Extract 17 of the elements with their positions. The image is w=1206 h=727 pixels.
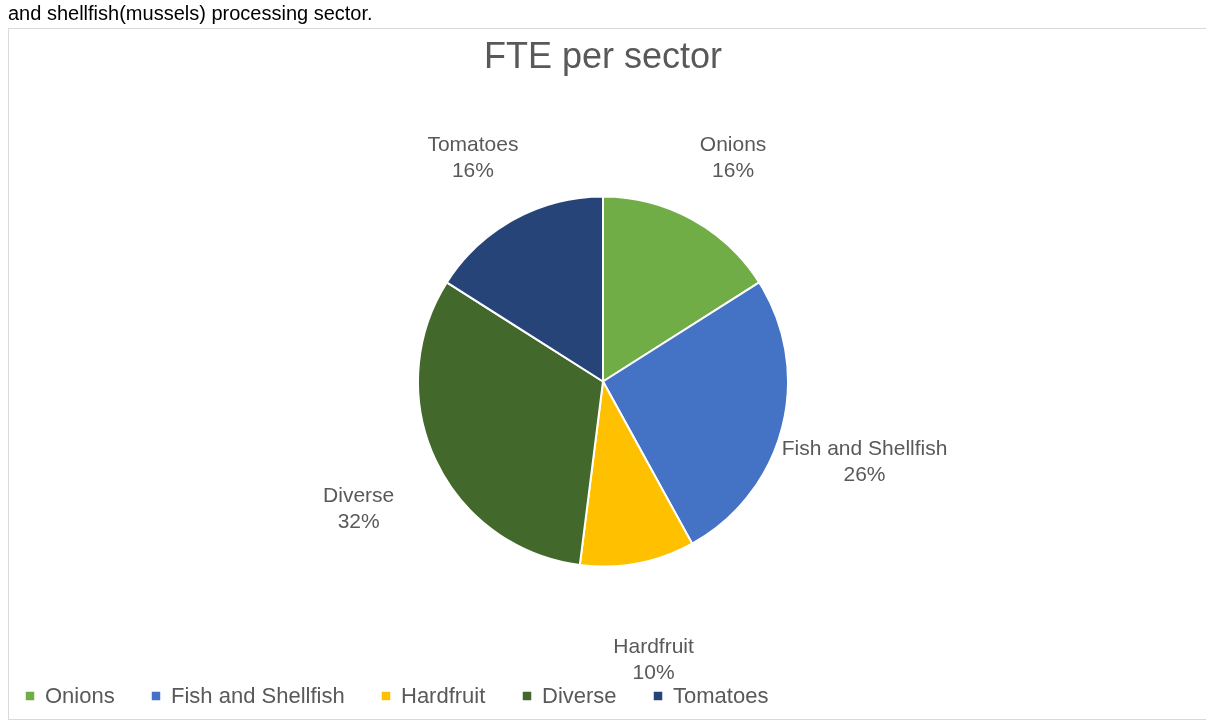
legend-label: Diverse	[542, 683, 617, 708]
text: and shellfish(mussels) processing sector.	[7, 1, 374, 26]
data-label: 26%	[843, 461, 886, 485]
slice-label: Tomatoes	[427, 131, 519, 155]
slice-label: Diverse	[323, 483, 395, 507]
legend-label: Hardfruit	[401, 683, 486, 708]
data-label: 10%	[632, 659, 675, 683]
slice-label: Hardfruit	[613, 633, 695, 657]
data-label: 16%	[712, 157, 755, 181]
slice-label: Onions	[699, 131, 767, 155]
data-label: 16%	[451, 157, 494, 181]
data-label: 32%	[337, 509, 380, 533]
chart-title: FTE per sector	[483, 35, 723, 76]
legend-label: Tomatoes	[673, 683, 769, 708]
legend-label: Onions	[45, 683, 115, 708]
legend-label: Fish and Shellfish	[171, 683, 345, 708]
slice-label: Fish and Shellfish	[781, 435, 948, 459]
